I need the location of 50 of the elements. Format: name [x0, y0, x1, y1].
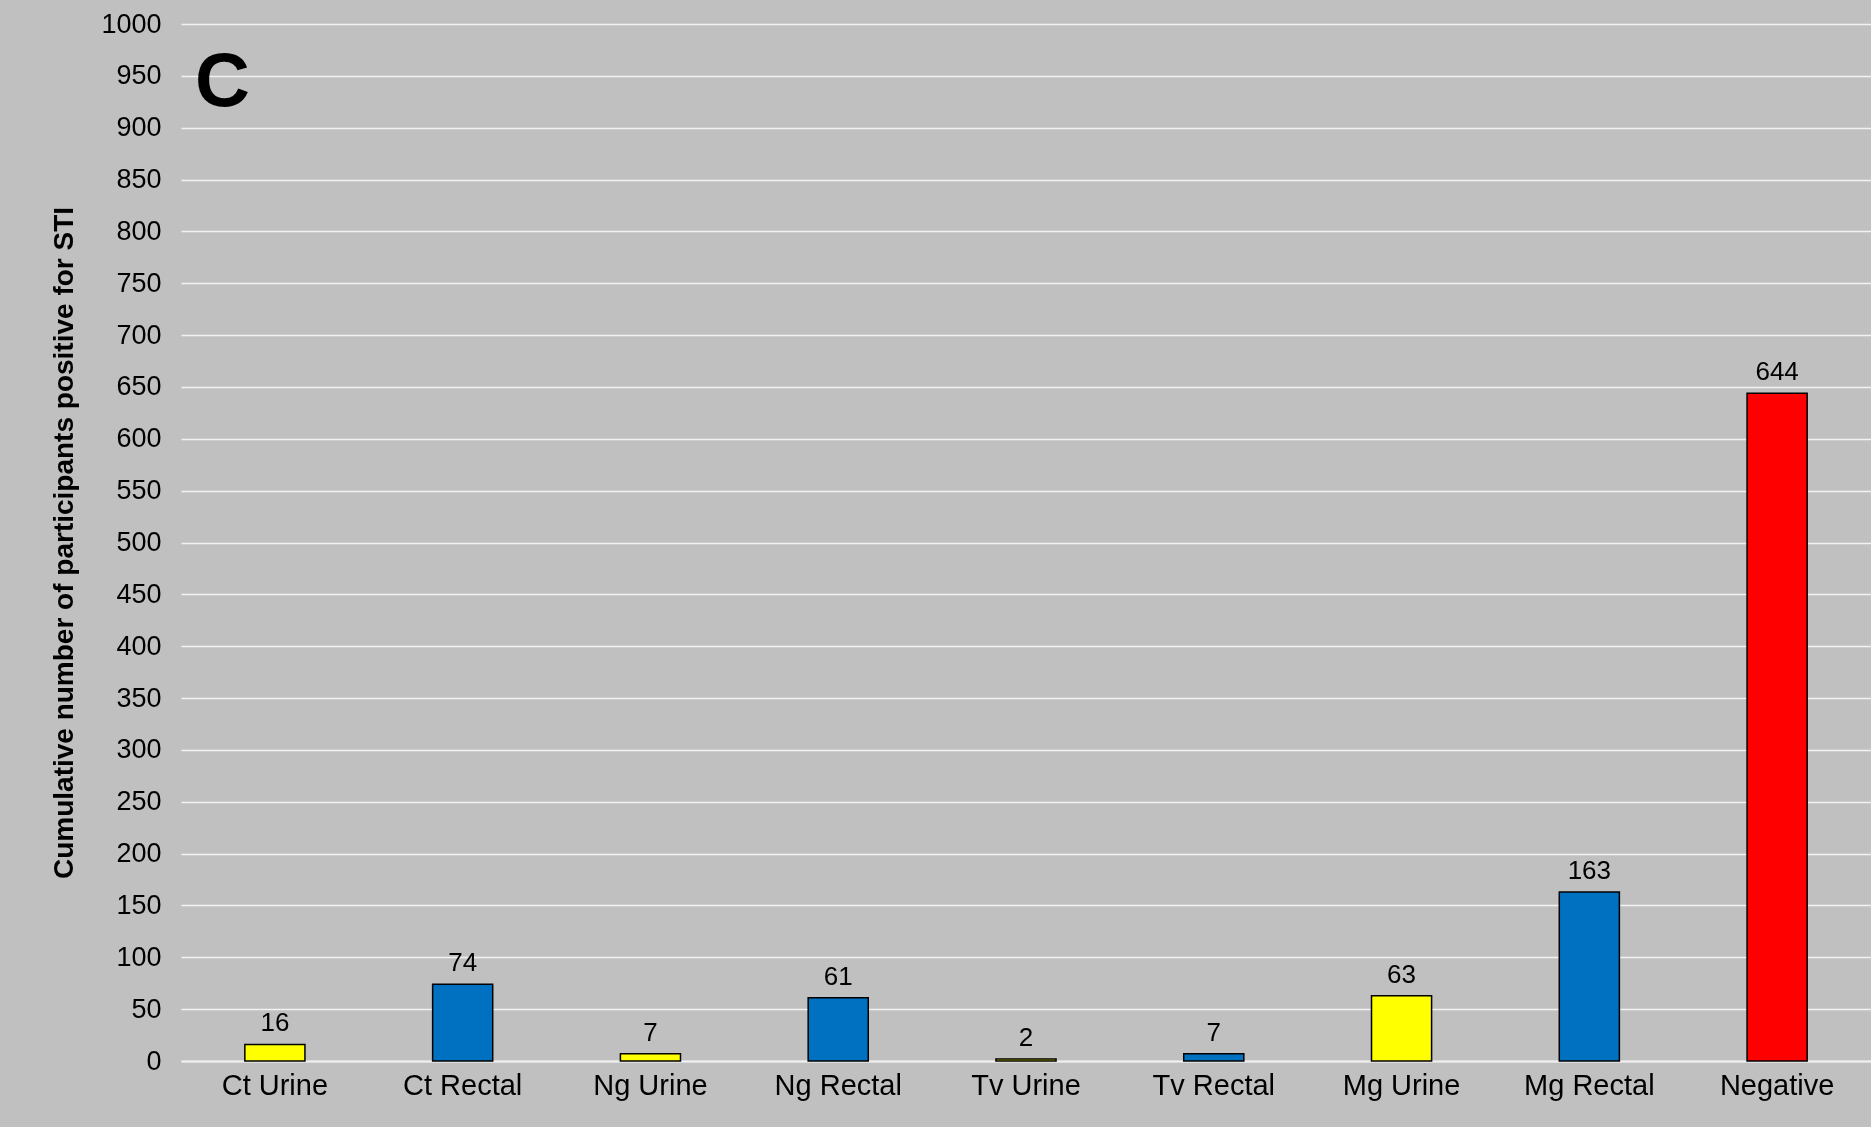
y-tick-label: 500: [116, 527, 162, 557]
y-tick-label: 400: [116, 630, 162, 661]
bar: [995, 1058, 1057, 1062]
bar: [431, 983, 494, 1062]
y-tick-label: 550: [116, 475, 162, 506]
bar: [619, 1052, 682, 1062]
x-tick-label: Mg Urine: [1342, 1068, 1461, 1101]
x-tick-label: Tv Urine: [971, 1068, 1081, 1101]
data-label: 7: [643, 1016, 658, 1047]
y-tick-label: 700: [116, 319, 162, 350]
y-tick-label: 800: [116, 215, 162, 246]
y-tick-label: 100: [116, 941, 162, 972]
bar: [807, 996, 870, 1062]
bar: [1746, 392, 1808, 1062]
y-tick-label: 250: [116, 786, 162, 817]
y-tick-label: 300: [116, 734, 162, 765]
x-tick-label: Ng Rectal: [774, 1068, 902, 1101]
data-label: 7: [1206, 1016, 1222, 1047]
x-tick-label: Mg Rectal: [1524, 1068, 1655, 1101]
y-tick-label: 50: [131, 993, 162, 1024]
y-tick-label: 650: [116, 371, 162, 402]
annotation: C: [195, 37, 250, 122]
y-tick-label: 850: [116, 164, 162, 195]
bar: [1370, 994, 1433, 1062]
data-label: 163: [1567, 854, 1612, 885]
y-tick-label: 950: [116, 60, 162, 91]
y-axis-title: Cumulative number of participants positive for STI: [48, 206, 80, 880]
y-tick-label: 450: [116, 578, 162, 609]
bar: [1558, 891, 1621, 1062]
data-label: 63: [1387, 958, 1417, 989]
data-label: 74: [448, 947, 478, 978]
bar: [244, 1043, 306, 1062]
x-tick-label: Ct Urine: [221, 1068, 329, 1101]
x-tick-label: Ct Rectal: [403, 1068, 523, 1101]
y-tick-label: 350: [116, 682, 162, 713]
y-tick-label: 150: [116, 889, 162, 920]
y-tick-label: 900: [116, 112, 162, 143]
y-tick-label: 0: [146, 1045, 162, 1076]
data-label: 16: [260, 1007, 290, 1038]
y-tick-label: 600: [116, 423, 162, 454]
y-tick-label: 1000: [101, 8, 162, 39]
data-label: 644: [1755, 356, 1799, 387]
bar: [1182, 1052, 1245, 1062]
data-label: 61: [823, 960, 853, 991]
x-tick-label: Tv Rectal: [1152, 1068, 1276, 1101]
x-tick-label: Negative: [1719, 1068, 1835, 1101]
y-tick-label: 200: [116, 838, 162, 869]
data-label: 2: [1018, 1021, 1034, 1052]
y-tick-label: 750: [116, 267, 162, 298]
x-tick-label: Ng Urine: [593, 1068, 708, 1101]
